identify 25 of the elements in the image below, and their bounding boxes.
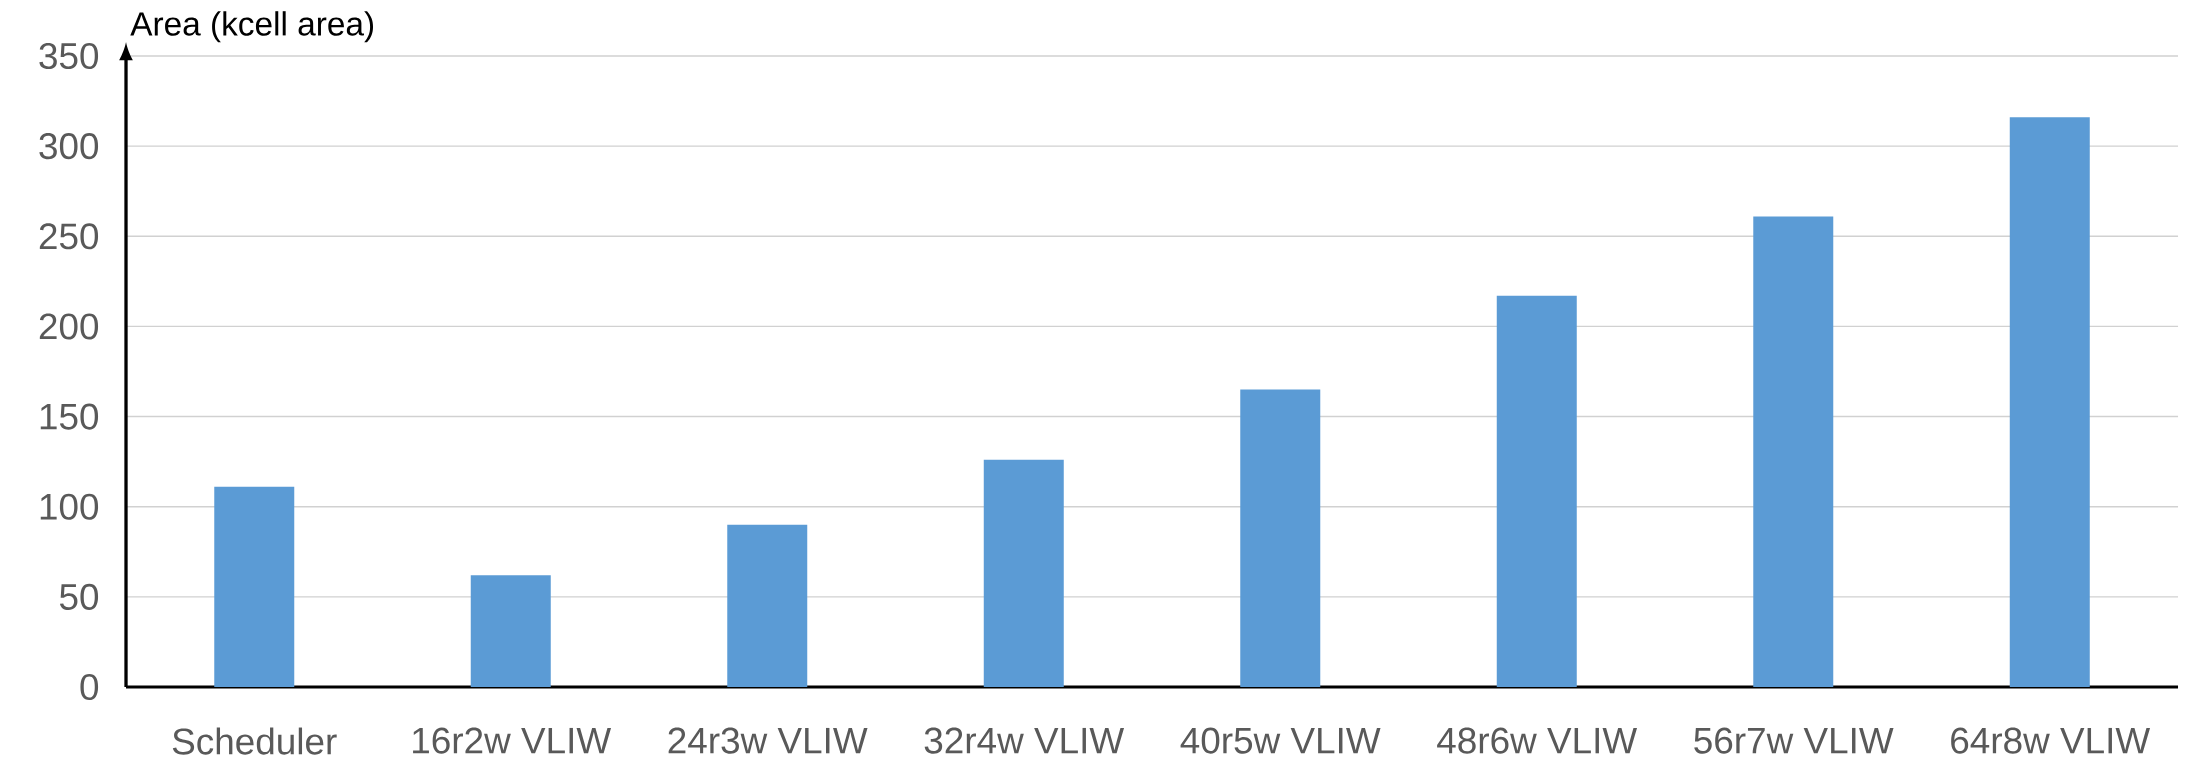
bar [727, 524, 808, 687]
bar [1240, 389, 1321, 687]
y-tick-label: 150 [40, 403, 99, 430]
x-tick-label: 56r7w VLIW [1694, 727, 1894, 754]
y-tick-label: 300 [39, 133, 99, 160]
x-tick-label: 48r6w VLIW [1437, 727, 1638, 754]
bar [1753, 216, 1834, 687]
bar [983, 459, 1064, 687]
bar [214, 486, 295, 687]
bar [1496, 295, 1577, 687]
x-tick-label: 24r3w VLIW [668, 727, 868, 754]
y-tick-label: 100 [40, 493, 99, 520]
y-tick-label: 200 [39, 313, 99, 340]
x-tick-label: 40r5w VLIW [1180, 727, 1381, 754]
y-tick-label: 50 [59, 583, 99, 610]
x-tick-label: 32r4w VLIW [924, 727, 1125, 754]
x-tick-label: Scheduler [172, 727, 337, 755]
y-axis-title: Area (kcell area) [130, 11, 374, 43]
bar [470, 575, 551, 687]
y-tick-label: 250 [39, 223, 99, 250]
y-tick-label: 350 [39, 42, 99, 70]
y-tick-label: 0 [80, 673, 99, 701]
bar [2009, 117, 2090, 687]
x-tick-label: 64r8w VLIW [1951, 727, 2151, 754]
x-tick-label: 16r2w VLIW [413, 727, 612, 754]
